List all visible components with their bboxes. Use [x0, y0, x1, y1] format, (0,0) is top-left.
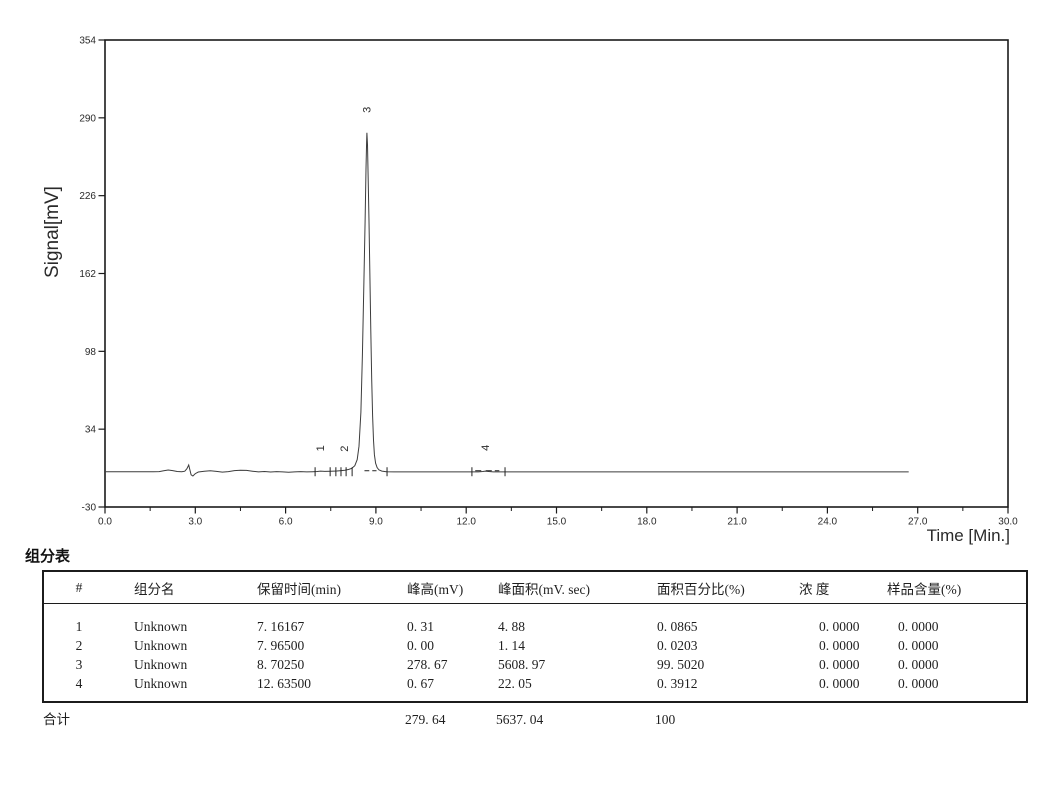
peak-labels: 1 2 3 4 [315, 107, 492, 452]
table-body: 1 Unknown 7. 16167 0. 31 4. 88 0. 0865 0. 0000… [44, 604, 1026, 693]
table-cell: 0. 0000 [819, 638, 860, 653]
table-row: 1 Unknown 7. 16167 0. 31 4. 88 0. 0865 0. 0000… [44, 617, 1026, 636]
y-tick-label: 226 [79, 191, 96, 202]
x-tick-label: 27.0 [908, 517, 928, 528]
x-tick-label: 3.0 [188, 517, 202, 528]
col-header-area: 峰面积(mV. sec) [498, 581, 590, 597]
table-cell: 0. 3912 [657, 676, 698, 691]
table-cell: 0. 0865 [657, 619, 698, 634]
table-cell: 0. 0000 [819, 619, 860, 634]
total-cell [790, 710, 870, 729]
component-table: # 组分名 保留时间(min) 峰高(mV) 峰面积(mV. sec) 面积百分… [42, 570, 1028, 703]
table-cell: 1 [75, 619, 83, 634]
table-cell: 0. 31 [407, 619, 434, 634]
table-cell: 0. 00 [407, 638, 434, 653]
table-cell: 0. 0000 [819, 657, 860, 672]
table-header-row: # 组分名 保留时间(min) 峰高(mV) 峰面积(mV. sec) 面积百分… [44, 572, 1026, 604]
signal-line [105, 132, 909, 477]
col-header-name: 组分名 [134, 581, 175, 597]
table-cell: 99. 5020 [657, 657, 705, 672]
table-cell: 12. 63500 [257, 676, 311, 691]
table-cell: 0. 0000 [819, 676, 860, 691]
y-tick-label: 162 [79, 269, 96, 280]
total-cell [236, 710, 384, 729]
x-tick-label: 18.0 [637, 517, 657, 528]
total-cell: 5637. 04 [496, 712, 544, 727]
table-cell: Unknown [134, 657, 188, 672]
table-cell: 7. 16167 [257, 619, 305, 634]
table-cell: 1. 14 [498, 638, 525, 653]
table-title: 组分表 [25, 549, 71, 565]
total-cell: 279. 64 [405, 712, 446, 727]
col-header-retention: 保留时间(min) [257, 581, 341, 597]
table-row: 2 Unknown 7. 96500 0. 00 1. 14 0. 0203 0. 0000… [44, 636, 1026, 655]
table-cell: 0. 0000 [898, 619, 939, 634]
peak-label: 3 [361, 107, 373, 113]
y-tick-label: 354 [79, 36, 96, 47]
table-cell: 0. 0000 [898, 676, 939, 691]
col-header-area-pct: 面积百分比(%) [657, 581, 745, 597]
total-row: 合计 279. 64 5637. 04 100 [42, 710, 1028, 729]
x-tick-label: 12.0 [456, 517, 476, 528]
table-cell: 0. 67 [407, 676, 434, 691]
table-cell: 22. 05 [498, 676, 532, 691]
integration-marks [314, 467, 506, 477]
total-cell: 100 [655, 712, 676, 727]
table-cell: 0. 0000 [898, 638, 939, 653]
table-cell: 0. 0203 [657, 638, 698, 653]
table-cell: 3 [75, 657, 83, 672]
x-tick-label: 30.0 [998, 517, 1018, 528]
chromatogram-trace [105, 132, 909, 477]
table-cell: 8. 70250 [257, 657, 305, 672]
col-header-height: 峰高(mV) [407, 581, 464, 597]
x-tick-label: 9.0 [369, 517, 383, 528]
col-header-concentration: 浓 度 [799, 581, 830, 597]
peak-label: 2 [339, 446, 351, 452]
x-tick-label: 24.0 [818, 517, 838, 528]
total-cell [112, 710, 236, 729]
y-axis-ticks: 354 290 226 162 98 34 -30 [79, 36, 105, 514]
x-tick-label: 15.0 [547, 517, 567, 528]
table-cell: 278. 67 [407, 657, 448, 672]
peak-label: 4 [480, 445, 492, 451]
table-cell: 2 [75, 638, 83, 653]
table-cell: Unknown [134, 638, 188, 653]
table-cell: 4 [75, 676, 83, 691]
x-tick-label: 21.0 [727, 517, 747, 528]
chart-frame [104, 39, 1009, 508]
table-cell: 7. 96500 [257, 638, 305, 653]
y-tick-label: 98 [85, 347, 97, 358]
y-tick-label: -30 [82, 503, 97, 514]
table-cell: 0. 0000 [898, 657, 939, 672]
table-cell: 4. 88 [498, 619, 525, 634]
table-row: 3 Unknown 8. 70250 278. 67 5608. 97 99. 5020 0… [44, 655, 1026, 674]
total-cell: 合计 [43, 712, 70, 727]
table-row: 4 Unknown 12. 63500 0. 67 22. 05 0. 3912 0. 00… [44, 674, 1026, 693]
total-cell [870, 710, 1028, 729]
y-tick-label: 290 [79, 113, 96, 124]
y-axis-title: Signal[mV] [42, 186, 63, 278]
table-cell: Unknown [134, 619, 188, 634]
table-cell: Unknown [134, 676, 188, 691]
col-header-sample-pct: 样品含量(%) [887, 581, 962, 597]
table-cell: 5608. 97 [498, 657, 546, 672]
y-tick-label: 34 [85, 425, 97, 436]
x-axis-ticks: 0.0 3.0 6.0 9.0 12.0 15.0 18.0 21.0 24.0 27.0 30.0 [98, 507, 1018, 528]
x-tick-label: 6.0 [279, 517, 293, 528]
peak-label: 1 [315, 445, 327, 451]
col-header-number: # [75, 579, 83, 595]
x-axis-title: Time [Min.] [927, 526, 1010, 545]
x-tick-label: 0.0 [98, 517, 112, 528]
